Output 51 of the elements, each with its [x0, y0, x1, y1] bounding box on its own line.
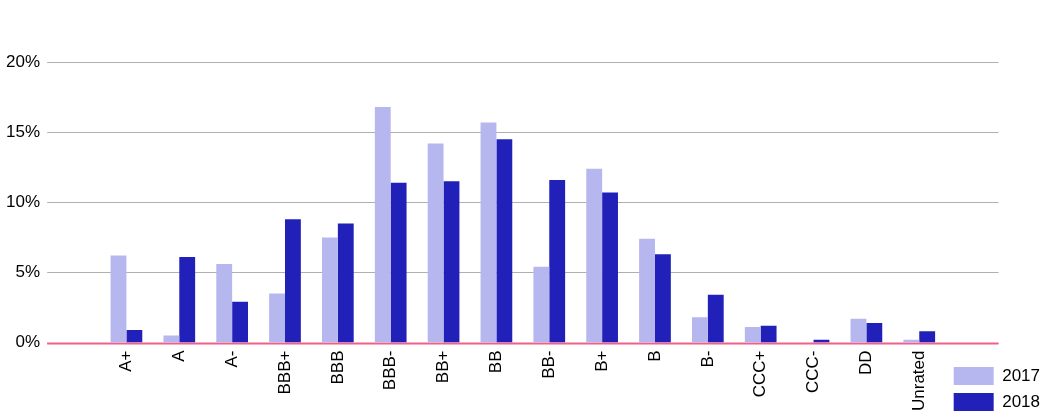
- x-tick-label: A+: [116, 350, 136, 372]
- bar: [427, 143, 444, 343]
- x-tick-label: A: [168, 349, 188, 362]
- bar: [269, 293, 285, 343]
- bar: [110, 255, 127, 343]
- bar: [533, 266, 550, 343]
- x-tick-label: BBB: [327, 350, 347, 385]
- x-tick-label: A-: [221, 350, 241, 368]
- x-tick-label: BB-: [538, 350, 558, 379]
- bar: [866, 322, 883, 343]
- bar: [602, 192, 618, 343]
- x-tick-label: B: [644, 350, 664, 362]
- bar: [654, 254, 671, 343]
- x-tick-label: DD: [856, 350, 876, 376]
- x-tick-label: CCC-: [803, 350, 823, 394]
- bar: [216, 264, 233, 343]
- bar: [760, 325, 777, 343]
- bar: [850, 318, 867, 343]
- bar: [374, 107, 391, 343]
- x-tick-label: BB: [486, 350, 506, 374]
- legend-label: 2017: [1002, 365, 1041, 385]
- x-tick-label: Unrated: [908, 350, 928, 411]
- bar: [443, 181, 460, 343]
- y-tick-label: 15%: [5, 121, 40, 141]
- bar: [337, 223, 354, 343]
- legend-label: 2018: [1002, 391, 1041, 411]
- bar: [707, 294, 724, 343]
- bar: [179, 257, 196, 343]
- x-tick-label: CCC+: [750, 350, 770, 398]
- bar: [639, 238, 655, 343]
- bar: [744, 327, 761, 343]
- bar: [549, 179, 566, 343]
- x-tick-label: BBB-: [380, 350, 400, 391]
- y-tick-label: 0%: [15, 332, 40, 352]
- bar: [390, 182, 407, 343]
- x-tick-label: BBB+: [274, 350, 294, 395]
- y-tick-label: 10%: [5, 192, 40, 212]
- x-tick-label: B-: [697, 350, 717, 368]
- bar: [232, 301, 248, 343]
- y-tick-label: 5%: [15, 262, 40, 282]
- bar: [284, 219, 301, 343]
- bar: [480, 122, 497, 343]
- bar: [586, 168, 603, 343]
- x-tick-label: BB+: [433, 350, 453, 384]
- bar: [919, 331, 936, 343]
- bar: [321, 237, 338, 343]
- x-tick-label: B+: [591, 350, 611, 372]
- bar: [691, 317, 708, 343]
- bar: [126, 329, 143, 343]
- y-tick-label: 20%: [5, 51, 40, 71]
- bar: [496, 139, 513, 343]
